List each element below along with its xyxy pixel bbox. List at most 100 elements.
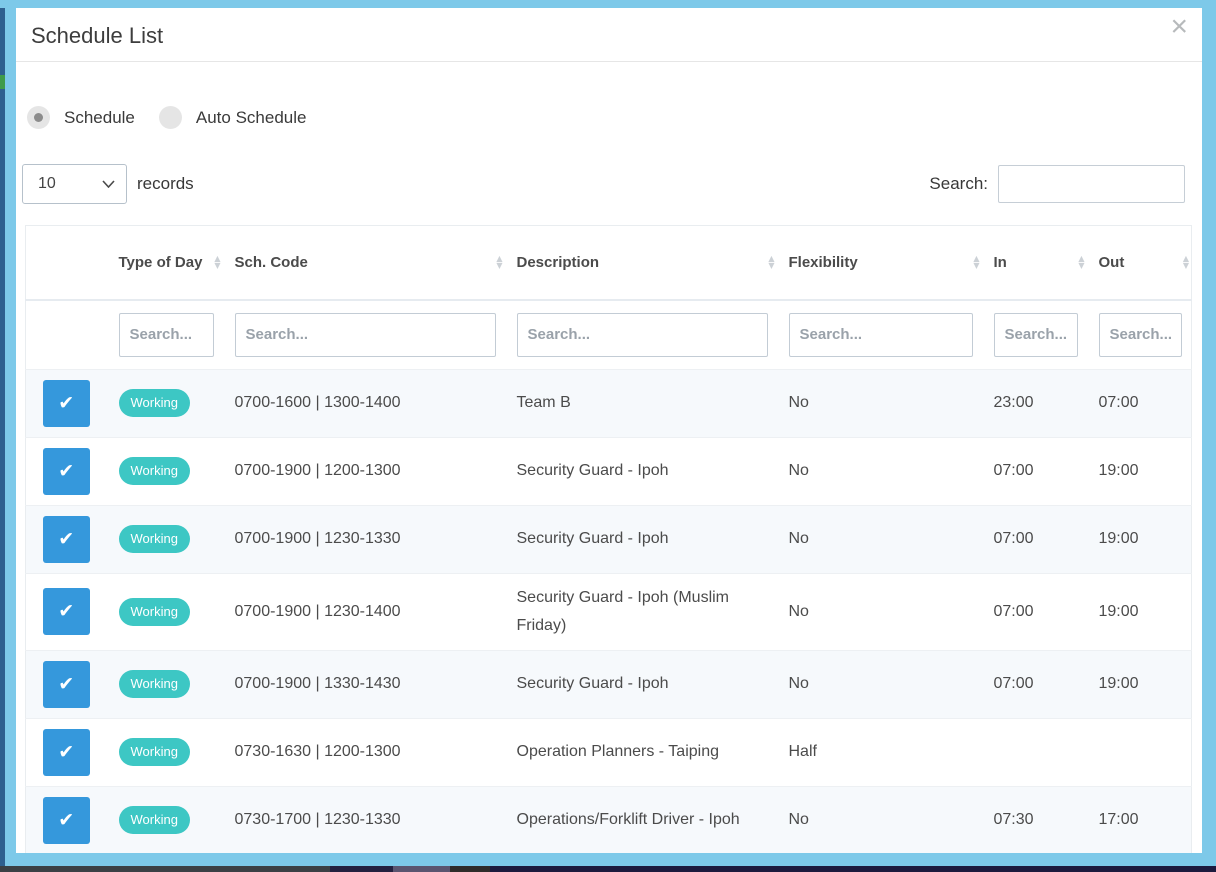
cell-sch-code: 0700-1900 | 1230-1330 <box>222 504 505 573</box>
cell-select: ✔ <box>25 572 107 650</box>
table-row: ✔ Working 0700-1900 | 1230-1400 Security Gu… <box>25 572 1192 650</box>
cell-type-of-day: Working <box>106 436 223 505</box>
column-search-input-in[interactable] <box>993 312 1078 357</box>
table-row: ✔ Working 0700-1900 | 1200-1300 Security Gu… <box>25 436 1192 505</box>
cell-select: ✔ <box>25 717 107 786</box>
column-header-in[interactable]: In ▲ ▼ <box>981 225 1087 301</box>
taskbar-segment <box>393 866 450 872</box>
type-of-day-badge: Working <box>118 597 190 626</box>
cell-sch-code: 0730-1630 | 1200-1300 <box>222 717 505 786</box>
row-select-button[interactable]: ✔ <box>42 447 90 495</box>
type-of-day-badge: Working <box>118 806 190 834</box>
cell-flexibility: No <box>776 504 982 573</box>
radio-auto-schedule[interactable] <box>158 106 182 129</box>
column-header-sch_code[interactable]: Sch. Code ▲ ▼ <box>222 225 505 301</box>
cell-out: 07:00 <box>1086 368 1192 437</box>
column-search-input-out[interactable] <box>1098 312 1182 357</box>
cell-out: 19:00 <box>1086 436 1192 505</box>
check-icon: ✔ <box>58 672 75 695</box>
cell-in: 07:30 <box>981 785 1087 853</box>
column-header-out[interactable]: Out ▲ ▼ <box>1086 225 1192 301</box>
search-cell-sch_code <box>223 300 505 370</box>
cell-type-of-day: Working <box>106 572 223 650</box>
row-select-button[interactable]: ✔ <box>42 379 90 427</box>
table-row: ✔ Working 0730-1700 | 1230-1330 Operations/… <box>25 785 1192 853</box>
radio-schedule-label: Schedule <box>64 107 135 127</box>
global-search-input[interactable] <box>998 165 1185 203</box>
search-cell-in <box>982 300 1087 370</box>
radio-schedule[interactable] <box>27 106 50 129</box>
schedule-list-modal: Schedule List × Schedule Auto Schedule 1… <box>16 8 1202 853</box>
table-search-row <box>26 300 1192 370</box>
sort-icon: ▲ ▼ <box>1182 254 1189 271</box>
cell-in: 23:00 <box>981 368 1087 437</box>
column-header-description[interactable]: Description ▲ ▼ <box>504 225 777 301</box>
table-body: ✔ Working 0700-1600 | 1300-1400 Team B No 23:… <box>25 368 1192 853</box>
column-header-label: Description <box>516 253 600 271</box>
search-cell-out <box>1087 300 1192 370</box>
cell-in: 07:00 <box>981 649 1087 718</box>
table-header-row: Type of Day ▲ ▼ Sch. Code ▲ ▼ Description ▲ ▼ Fle… <box>25 225 1192 301</box>
cell-sch-code: 0730-1700 | 1230-1330 <box>222 785 505 853</box>
row-select-button[interactable]: ✔ <box>42 728 90 776</box>
sort-icon: ▲ ▼ <box>1078 254 1085 271</box>
radio-auto-schedule-label: Auto Schedule <box>195 107 307 127</box>
row-select-button[interactable]: ✔ <box>42 515 90 563</box>
cell-select: ✔ <box>25 504 107 573</box>
background-app-sliver <box>0 8 5 866</box>
column-search-input-sch_code[interactable] <box>234 312 496 357</box>
column-header-label: In <box>993 253 1007 271</box>
cell-description: Security Guard - Ipoh (Muslim Friday) <box>504 572 777 650</box>
cell-out: 19:00 <box>1086 572 1192 650</box>
cell-flexibility: No <box>776 572 982 650</box>
taskbar-segment <box>0 866 330 872</box>
cell-in: 07:00 <box>981 572 1087 650</box>
cell-flexibility: No <box>776 649 982 718</box>
column-header-label: Sch. Code <box>234 253 308 271</box>
column-search-input-type_of_day[interactable] <box>118 312 214 357</box>
row-select-button[interactable]: ✔ <box>42 796 90 844</box>
cell-type-of-day: Working <box>106 785 223 853</box>
column-header-label: Type of Day <box>118 253 203 271</box>
cell-type-of-day: Working <box>106 717 223 786</box>
close-icon[interactable]: × <box>1170 10 1188 43</box>
table-row: ✔ Working 0730-1630 | 1200-1300 Operation P… <box>25 717 1192 786</box>
column-header-select <box>25 225 107 301</box>
cell-type-of-day: Working <box>106 368 223 437</box>
cell-sch-code: 0700-1900 | 1230-1400 <box>222 572 505 650</box>
row-select-button[interactable]: ✔ <box>42 660 90 708</box>
row-select-button[interactable]: ✔ <box>42 588 90 635</box>
cell-in: 07:00 <box>981 436 1087 505</box>
taskbar-segment <box>490 866 1216 872</box>
column-search-input-flexibility[interactable] <box>788 312 973 357</box>
records-per-page-select[interactable]: 10 <box>22 164 127 204</box>
table-row: ✔ Working 0700-1900 | 1230-1330 Security Gu… <box>25 504 1192 573</box>
schedule-mode-selector: Schedule Auto Schedule <box>27 106 1202 129</box>
records-label: records <box>137 174 194 193</box>
cell-type-of-day: Working <box>106 504 223 573</box>
column-search-input-description[interactable] <box>516 312 768 357</box>
records-per-page-value: 10 <box>38 175 56 192</box>
sort-icon: ▲ ▼ <box>496 254 503 271</box>
column-header-type_of_day[interactable]: Type of Day ▲ ▼ <box>106 225 223 301</box>
schedule-table: Type of Day ▲ ▼ Sch. Code ▲ ▼ Description ▲ ▼ Fle… <box>25 225 1192 853</box>
table-row: ✔ Working 0700-1900 | 1330-1430 Security Gu… <box>25 649 1192 718</box>
cell-flexibility: No <box>776 368 982 437</box>
global-search-label: Search: <box>929 174 988 193</box>
cell-in: 07:00 <box>981 504 1087 573</box>
cell-flexibility: Half <box>776 717 982 786</box>
cell-out: 17:00 <box>1086 785 1192 853</box>
cell-out: 19:00 <box>1086 649 1192 718</box>
cell-sch-code: 0700-1900 | 1330-1430 <box>222 649 505 718</box>
type-of-day-badge: Working <box>118 389 190 417</box>
cell-select: ✔ <box>25 436 107 505</box>
table-row: ✔ Working 0700-1600 | 1300-1400 Team B No 23:… <box>25 368 1192 437</box>
type-of-day-badge: Working <box>118 525 190 553</box>
column-header-flexibility[interactable]: Flexibility ▲ ▼ <box>776 225 982 301</box>
cell-description: Security Guard - Ipoh <box>504 436 777 505</box>
check-icon: ✔ <box>58 391 75 414</box>
modal-header: Schedule List × <box>16 8 1202 62</box>
cell-select: ✔ <box>25 368 107 437</box>
sort-icon: ▲ ▼ <box>973 254 980 271</box>
